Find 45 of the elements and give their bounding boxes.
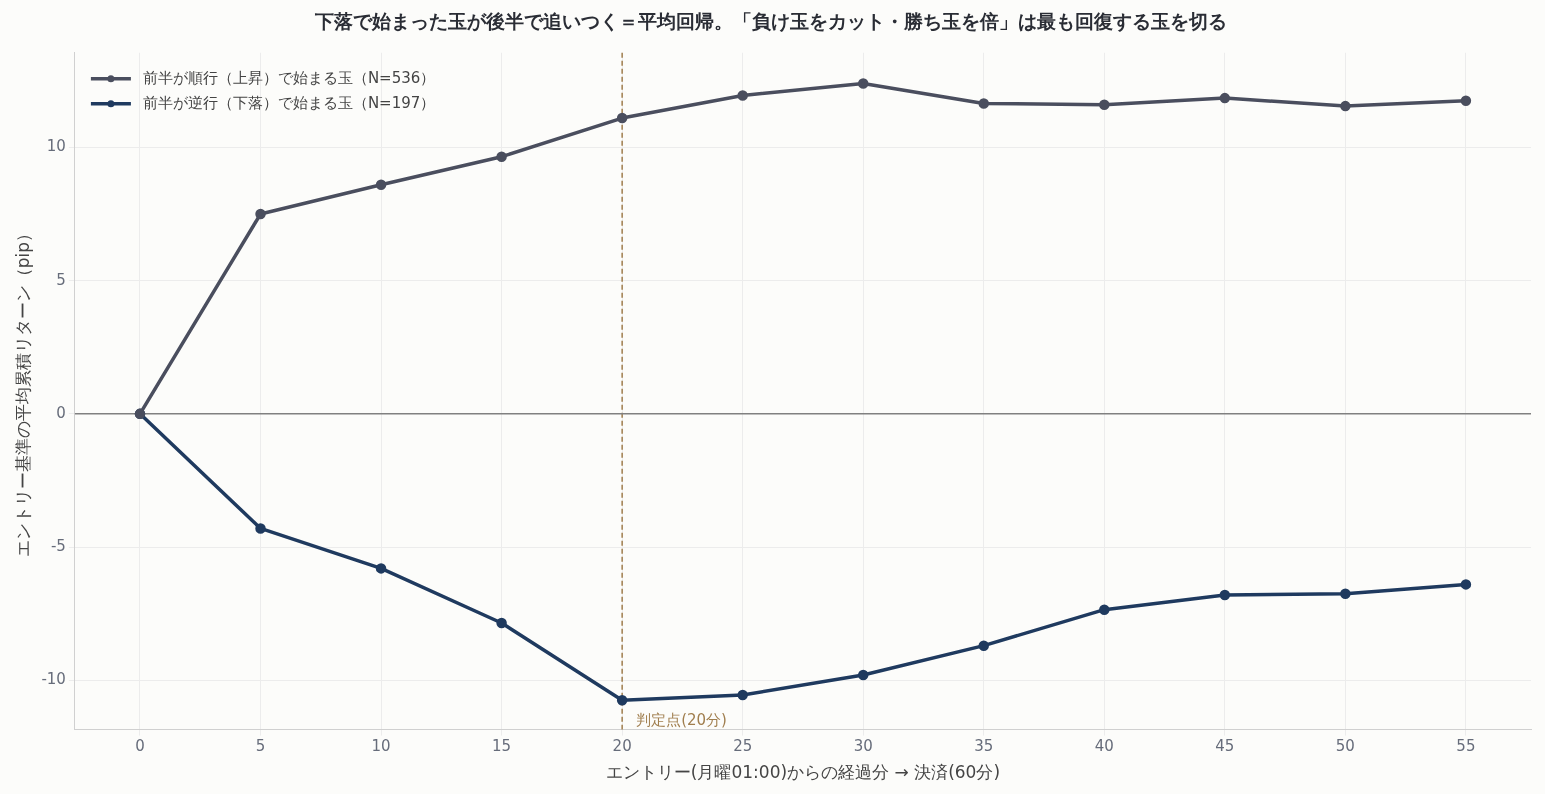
point: [375, 179, 387, 190]
point: [1340, 100, 1351, 112]
x-tick-label: 40: [1094, 737, 1114, 756]
point: [1340, 588, 1351, 599]
point: [255, 523, 266, 534]
point: [616, 695, 628, 706]
point: [857, 669, 869, 681]
point: [1219, 589, 1231, 601]
point: [978, 98, 990, 109]
y-tick-label: -5: [50, 536, 66, 555]
chart-title: 下落で始まった玉が後半で追いつく＝平均回帰。「負け玉をカット・勝ち玉を倍」は最も回復する玉を切る: [313, 10, 1227, 33]
point: [1099, 604, 1110, 615]
point: [978, 640, 990, 651]
point: [496, 617, 507, 629]
y-axis-title: エントリー基準の平均累積リターン（pip）: [12, 225, 33, 558]
legend-label: 前半が順行（上昇）で始まる玉（N=536）: [142, 68, 436, 87]
x-tick-label: 30: [853, 737, 873, 756]
x-axis-title: エントリー(月曜01:00)からの経過分 → 決済(60分): [605, 762, 1001, 783]
ref-line-label: 判定点(20分): [636, 710, 727, 729]
point: [616, 112, 628, 124]
x-tick-label: 45: [1215, 737, 1235, 756]
x-tick-label: 0: [135, 737, 145, 756]
y-tick-label: 10: [46, 137, 66, 156]
x-tick-label: 55: [1456, 737, 1476, 756]
legend-label: 前半が逆行（下落）で始まる玉（N=197）: [142, 93, 436, 112]
point: [255, 208, 266, 220]
x-tick-label: 35: [974, 737, 994, 756]
x-tick-label: 5: [255, 737, 266, 756]
y-tick-label: 0: [56, 403, 66, 422]
x-tick-label: 20: [612, 737, 632, 756]
point: [737, 689, 748, 701]
point: [1460, 95, 1472, 107]
x-tick-label: 25: [733, 737, 753, 756]
point: [1219, 92, 1231, 104]
point: [496, 151, 507, 162]
point: [1099, 99, 1110, 111]
point: [737, 90, 748, 101]
x-tick-label: 10: [371, 737, 391, 756]
x-tick-label: 50: [1335, 737, 1355, 756]
y-tick-label: 5: [56, 270, 66, 289]
point: [1460, 579, 1472, 590]
point: [375, 563, 387, 574]
point: [857, 78, 869, 89]
x-tick-label: 15: [492, 737, 512, 756]
y-tick-label: -10: [41, 670, 66, 689]
